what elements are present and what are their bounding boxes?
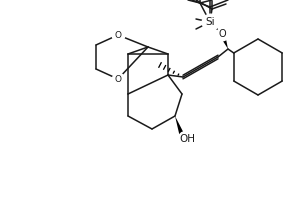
Text: O: O: [115, 74, 122, 84]
Polygon shape: [175, 116, 184, 136]
Text: O: O: [115, 31, 122, 40]
Text: O: O: [218, 29, 226, 39]
Polygon shape: [219, 33, 228, 49]
Text: OH: OH: [179, 134, 195, 144]
Text: Si: Si: [205, 17, 215, 27]
